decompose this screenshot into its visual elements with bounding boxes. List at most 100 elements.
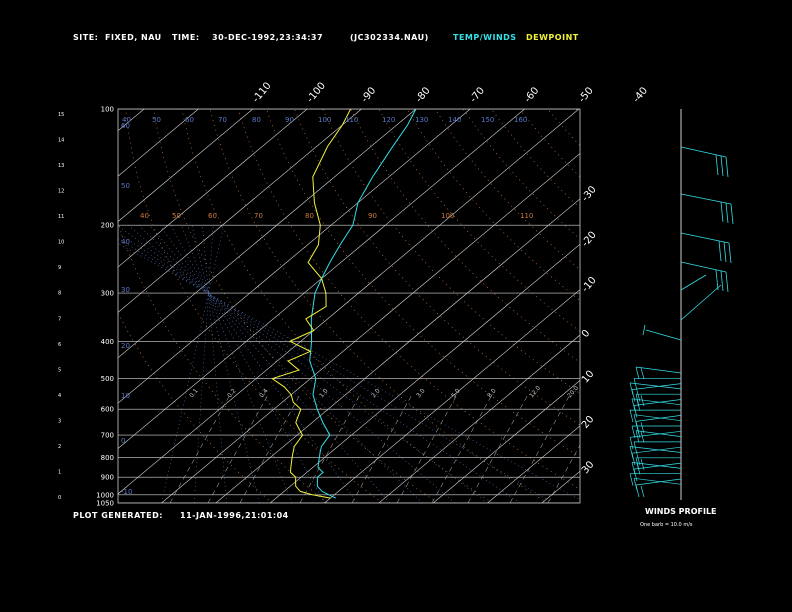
wind-barb-shaft xyxy=(680,261,727,273)
height-tick-label: 7 xyxy=(58,316,61,322)
height-tick-label: 5 xyxy=(58,367,61,373)
isotherm-line xyxy=(269,243,580,503)
wind-barb-flag xyxy=(640,485,645,498)
wind-barb-flag xyxy=(723,241,727,263)
mixing-ratio-label: 2.0 xyxy=(370,387,382,399)
moist-top-label: 70 xyxy=(218,116,227,124)
wind-barb-shaft xyxy=(645,329,682,341)
dry-adiabat xyxy=(604,109,792,503)
pressure-tick-label: 1050 xyxy=(96,500,114,508)
moist-top-label: 100 xyxy=(318,116,331,124)
wind-barb-flag xyxy=(629,446,634,459)
wind-barb-flag xyxy=(715,269,719,291)
dry-adiabat xyxy=(181,109,493,503)
height-tick-label: 13 xyxy=(58,163,64,169)
wind-barb-flag xyxy=(633,441,638,454)
series-layer xyxy=(271,109,417,499)
isotherm-line xyxy=(324,289,580,503)
isotherm-line xyxy=(0,109,90,503)
isotherm-right-label: 0 xyxy=(580,328,593,340)
isotherm-line xyxy=(487,425,580,503)
wind-barb-flag xyxy=(725,271,729,293)
wind-barb-shaft xyxy=(680,193,732,205)
wind-barb-shaft xyxy=(629,446,682,453)
pressure-tick-label: 500 xyxy=(101,375,114,383)
dry-adiabat xyxy=(294,109,580,426)
wind-barb-flag xyxy=(631,462,636,475)
wind-barb-flag xyxy=(635,430,640,443)
dry-adiabat-label: 100 xyxy=(441,212,454,220)
wind-barb-flag xyxy=(629,382,634,395)
dry-adiabat-label: 80 xyxy=(305,212,314,220)
file-name: (JC302334.NAU) xyxy=(350,33,429,42)
dry-adiabat-label: 50 xyxy=(172,212,181,220)
isotherm-top-label: -100 xyxy=(305,80,328,104)
time-label: TIME: xyxy=(172,33,200,42)
mixing-ratio-line xyxy=(207,394,269,503)
dry-adiabat xyxy=(716,109,792,503)
moist-top-label: 140 xyxy=(448,116,461,124)
dry-adiabat xyxy=(209,109,548,503)
pressure-tick-label: 600 xyxy=(101,406,114,414)
dry-adiabat xyxy=(125,109,383,503)
dry-adiabat xyxy=(660,109,792,503)
dry-adiabat xyxy=(632,109,792,503)
wind-barb-shaft xyxy=(635,430,682,437)
grid-layer xyxy=(0,109,792,503)
mixing-ratio-line xyxy=(239,394,301,503)
isotherm-line xyxy=(118,109,308,268)
wind-barb-shaft xyxy=(631,383,682,390)
height-tick-label: 8 xyxy=(58,291,61,297)
legend-dew: DEWPOINT xyxy=(526,33,579,42)
wind-barb-flag xyxy=(631,398,636,411)
isotherm-right-label: -20 xyxy=(580,230,599,250)
isotherm-top-label: -90 xyxy=(359,85,378,105)
wind-barb-flag xyxy=(730,203,734,225)
moist-top-label: 50 xyxy=(152,116,161,124)
dry-adiabat xyxy=(547,109,580,147)
wind-barb-shaft xyxy=(633,477,682,485)
pressure-tick-label: 100 xyxy=(101,106,114,114)
height-tick-label: 3 xyxy=(58,418,61,424)
isotherm-top-label: -80 xyxy=(414,85,433,105)
mixing-ratio-line xyxy=(547,444,580,503)
moist-adiabat xyxy=(149,224,391,503)
moist-left-label: 0 xyxy=(121,437,125,445)
mixing-ratio-label: 20.0 xyxy=(566,384,580,399)
isotherm-line xyxy=(118,109,471,404)
pressure-tick-label: 1000 xyxy=(96,491,114,499)
time-value: 30-DEC-1992,23:34:37 xyxy=(212,33,324,42)
mixing-ratio-label: 3.0 xyxy=(415,387,427,399)
mixing-ratio-label: 0.4 xyxy=(258,387,270,399)
dry-adiabat xyxy=(434,109,580,271)
dry-adiabat-label: 90 xyxy=(368,212,377,220)
moist-top-label: 110 xyxy=(345,116,358,124)
moist-adiabat xyxy=(180,224,293,503)
isotherm-line xyxy=(118,109,525,449)
height-tick-label: 11 xyxy=(58,214,64,220)
isotherm-line xyxy=(118,109,580,495)
isotherm-line xyxy=(0,109,35,503)
wind-barb-flag xyxy=(640,367,645,380)
height-tick-label: 15 xyxy=(58,112,64,118)
moist-adiabat xyxy=(138,224,423,503)
dewpoint-line xyxy=(271,109,352,499)
legend-temp: TEMP/WINDS xyxy=(453,33,517,42)
isotherm-top-label: -70 xyxy=(468,85,487,105)
wind-barb-flag xyxy=(636,463,641,475)
dry-adiabat xyxy=(322,109,580,395)
wind-barb-shaft xyxy=(631,446,682,454)
dry-adiabat xyxy=(688,109,792,503)
wind-barb-shaft xyxy=(635,478,682,486)
wind-barb-flag xyxy=(720,155,724,177)
mixing-ratio-line xyxy=(509,394,571,503)
height-tick-label: 1 xyxy=(58,469,61,475)
wind-barb-shaft xyxy=(680,284,722,321)
height-tick-label: 6 xyxy=(58,342,61,348)
mixing-ratio-line xyxy=(467,394,529,503)
wind-barb-flag xyxy=(718,240,722,262)
moist-top-label: 150 xyxy=(481,116,494,124)
isotherm-line xyxy=(596,109,792,503)
